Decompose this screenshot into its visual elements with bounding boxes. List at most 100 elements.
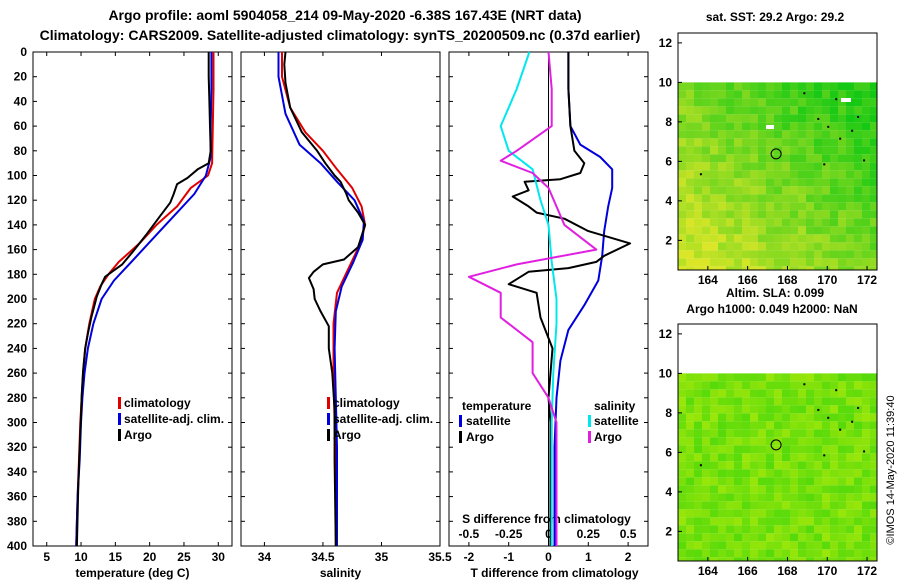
map-cell: [830, 186, 838, 195]
island-mark: [835, 98, 838, 101]
map-x-tick-label: 172: [857, 564, 877, 578]
map-cell: [734, 210, 742, 219]
map-cell: [830, 469, 838, 478]
map-cell: [774, 389, 782, 398]
x-axis-label: salinity: [320, 566, 362, 580]
map-cell: [726, 469, 734, 478]
map-cell: [862, 469, 870, 478]
map-cell: [838, 170, 846, 179]
panel-salinity: 34 34.5 35 35.5 salinity climatology satellite…: [240, 51, 452, 580]
map-cell: [838, 397, 846, 406]
map-cell: [686, 469, 694, 478]
map-cell: [830, 122, 838, 131]
map-cell: [758, 178, 766, 187]
map-cell: [806, 445, 814, 454]
map-cell: [830, 210, 838, 219]
map-cell: [814, 210, 822, 219]
map-cell: [694, 162, 702, 171]
map-cell: [854, 557, 862, 561]
map-cell: [862, 138, 870, 147]
map-cell: [686, 517, 694, 526]
map-cell: [766, 437, 774, 446]
map-cell: [710, 98, 718, 107]
map-cell: [790, 250, 798, 259]
map-cell: [694, 429, 702, 438]
map-cell: [822, 250, 830, 259]
map-cell: [782, 178, 790, 187]
panel-frame: [240, 51, 441, 547]
map-cell: [758, 389, 766, 398]
map-cell: [806, 90, 814, 99]
map-cell: [686, 202, 694, 211]
map-cell: [774, 90, 782, 99]
map-cell: [726, 138, 734, 147]
map-cell: [742, 258, 750, 267]
map-cell: [766, 485, 774, 494]
map-cell: [702, 106, 710, 115]
map-cell: [782, 437, 790, 446]
map-cell: [758, 373, 766, 382]
map-cell: [694, 242, 702, 251]
map-cell: [862, 397, 870, 406]
map-cell: [830, 373, 838, 382]
map-cell: [686, 250, 694, 259]
map-cell: [814, 397, 822, 406]
map-cell: [846, 146, 854, 155]
map-cell: [790, 405, 798, 414]
map-cell: [822, 242, 830, 251]
map-cell: [694, 541, 702, 550]
map-cell: [782, 477, 790, 486]
map-cell: [838, 234, 846, 243]
map-cell: [798, 242, 806, 251]
map-cell: [726, 154, 734, 163]
legend-swatch: [588, 431, 591, 443]
map-cell: [806, 138, 814, 147]
map-cell: [726, 170, 734, 179]
map-cell: [678, 138, 686, 147]
map-cell: [782, 98, 790, 107]
map-y-tick-label: 4: [665, 485, 672, 499]
map-cell: [758, 106, 766, 115]
map-cell: [806, 541, 814, 550]
map-cell: [854, 445, 862, 454]
map-cell: [798, 210, 806, 219]
map-cell: [742, 557, 750, 561]
x-tick-label: 0: [545, 550, 552, 564]
map-cell: [870, 138, 877, 147]
map-cell: [734, 226, 742, 235]
map-cell: [766, 509, 774, 518]
map-cell: [726, 186, 734, 195]
map-cell: [694, 250, 702, 259]
map-cell: [822, 509, 830, 518]
map-cell: [814, 437, 822, 446]
map-cell: [854, 421, 862, 430]
map-cell: [710, 469, 718, 478]
map-cell: [870, 557, 877, 561]
map-cell: [702, 178, 710, 187]
map-cell: [838, 381, 846, 390]
map-cell: [694, 82, 702, 91]
map-cell: [806, 405, 814, 414]
map-cell: [862, 541, 870, 550]
map-cell: [718, 525, 726, 534]
map-cell: [838, 541, 846, 550]
map-cell: [726, 218, 734, 227]
map-cell: [806, 557, 814, 561]
map-cell: [758, 533, 766, 542]
map-cell: [718, 509, 726, 518]
map-cell: [710, 509, 718, 518]
map-cell: [710, 178, 718, 187]
map-cell: [854, 114, 862, 123]
map-cell: [846, 226, 854, 235]
map-cell: [766, 258, 774, 267]
map-cell: [686, 90, 694, 99]
map-x-tick-label: 172: [857, 273, 877, 287]
map-cell: [854, 437, 862, 446]
map-cell: [702, 242, 710, 251]
map-cell: [822, 170, 830, 179]
map-cell: [790, 525, 798, 534]
map-cell: [814, 162, 822, 171]
map-cell: [838, 413, 846, 422]
map-cell: [806, 517, 814, 526]
map-cell: [766, 154, 774, 163]
